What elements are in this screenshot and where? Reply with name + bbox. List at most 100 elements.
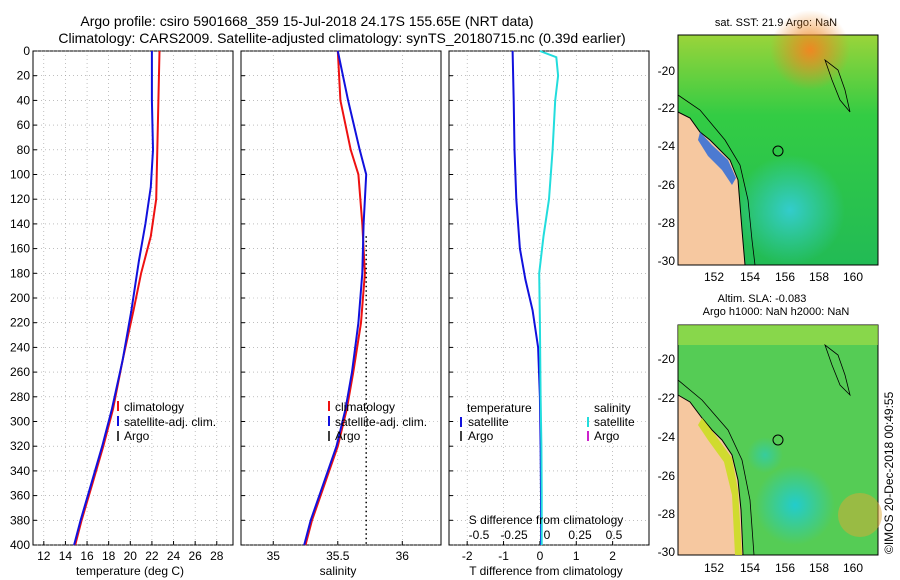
difference-panel: -2 -1 0 1 2 T difference from climatology S … bbox=[448, 50, 650, 578]
sal-legend-argo: Argo bbox=[335, 429, 361, 443]
salinity-xtick-1: 35.5 bbox=[326, 549, 350, 563]
diff-legend-s-argo: Argo bbox=[594, 429, 620, 443]
sst-argo-location bbox=[772, 145, 784, 157]
sla-lon-tick-4: 160 bbox=[843, 561, 863, 575]
temperature-series-satellite-adj-clim- bbox=[73, 51, 155, 546]
temperature-series-climatology bbox=[74, 50, 161, 546]
sst-lat-tick-1: -22 bbox=[658, 101, 676, 115]
depth-tick-6: 120 bbox=[10, 192, 30, 206]
salinity-panel: 35 35.5 36 salinity climatology satellite-… bbox=[240, 50, 442, 578]
sla-coastal-band bbox=[698, 418, 742, 555]
sst-lat-tick-4: -28 bbox=[658, 216, 676, 230]
diff-legend-t-argo: Argo bbox=[468, 429, 494, 443]
sst-lon-tick-4: 160 bbox=[843, 270, 863, 284]
sla-lat-tick-2: -24 bbox=[658, 430, 676, 444]
sla-map-title-line1: Altim. SLA: -0.083 bbox=[718, 293, 807, 305]
sla-warm-eddy bbox=[838, 493, 882, 537]
sla-reef-contour bbox=[824, 343, 851, 397]
sla-lon-tick-3: 158 bbox=[809, 561, 829, 575]
depth-tick-14: 280 bbox=[10, 390, 30, 404]
difference-xlabel-top: S difference from climatology bbox=[469, 513, 624, 527]
salinity-legend: climatology satellite-adj. clim. Argo bbox=[328, 400, 427, 443]
salinity-series-satellite-adj-clim- bbox=[303, 50, 368, 546]
difference-xtick-4: 2 bbox=[609, 549, 616, 563]
diff-legend-t-satellite: satellite bbox=[468, 415, 509, 429]
sla-lat-tick-5: -30 bbox=[658, 545, 676, 559]
difference-xtick-3: 1 bbox=[573, 549, 580, 563]
depth-tick-4: 80 bbox=[17, 143, 31, 157]
difference-top-tick-2: 0 bbox=[544, 528, 551, 542]
depth-tick-17: 340 bbox=[10, 464, 30, 478]
difference-xtick-1: -1 bbox=[498, 549, 509, 563]
sla-lon-tick-2: 156 bbox=[775, 561, 795, 575]
sla-lon-tick-1: 154 bbox=[740, 561, 760, 575]
depth-tick-1: 20 bbox=[17, 69, 31, 83]
temperature-xtick-1: 14 bbox=[59, 549, 73, 563]
sla-cool-eddy-2 bbox=[747, 437, 783, 473]
difference-top-tick-4: 0.5 bbox=[606, 528, 623, 542]
sst-cool-region bbox=[735, 155, 845, 265]
depth-tick-19: 380 bbox=[10, 513, 30, 527]
sst-lon-tick-3: 158 bbox=[809, 270, 829, 284]
sla-lat-tick-3: -26 bbox=[658, 469, 676, 483]
depth-tick-7: 140 bbox=[10, 217, 30, 231]
sal-legend-satellite: satellite-adj. clim. bbox=[335, 415, 427, 429]
temperature-xtick-3: 18 bbox=[102, 549, 116, 563]
difference-top-tick-0: -0.5 bbox=[469, 528, 490, 542]
temperature-xtick-6: 24 bbox=[167, 549, 181, 563]
sst-warm-region bbox=[770, 10, 850, 90]
difference-legend: temperature satellite Argo salinity sate… bbox=[460, 401, 635, 443]
sst-land bbox=[677, 111, 746, 266]
temperature-xtick-0: 12 bbox=[37, 549, 51, 563]
sla-argo-location bbox=[772, 434, 784, 446]
sst-lat-tick-3: -26 bbox=[658, 178, 676, 192]
difference-xtick-2: 0 bbox=[537, 549, 544, 563]
temperature-xtick-2: 16 bbox=[80, 549, 94, 563]
temperature-xtick-7: 26 bbox=[188, 549, 202, 563]
temp-legend-satellite: satellite-adj. clim. bbox=[124, 415, 216, 429]
temperature-xtick-8: 28 bbox=[210, 549, 224, 563]
depth-tick-13: 260 bbox=[10, 365, 30, 379]
sst-lon-tick-0: 152 bbox=[704, 270, 724, 284]
sst-shelf-contour bbox=[677, 94, 756, 266]
sla-map: Altim. SLA: -0.083 Argo h1000: NaN h2000… bbox=[658, 293, 882, 575]
sst-lat-tick-5: -30 bbox=[658, 254, 676, 268]
sst-coastal-cool bbox=[698, 132, 736, 185]
depth-tick-18: 360 bbox=[10, 489, 30, 503]
salinity-xlabel: salinity bbox=[320, 564, 357, 578]
depth-tick-15: 300 bbox=[10, 415, 30, 429]
depth-tick-2: 40 bbox=[17, 93, 31, 107]
difference-xtick-0: -2 bbox=[462, 549, 473, 563]
temp-legend-climatology: climatology bbox=[124, 400, 184, 414]
salinity-xtick-0: 35 bbox=[267, 549, 281, 563]
salinity-xtick-2: 36 bbox=[396, 549, 410, 563]
sla-shelf-contour bbox=[677, 379, 755, 556]
sst-lon-tick-1: 154 bbox=[740, 270, 760, 284]
depth-tick-9: 180 bbox=[10, 266, 30, 280]
temperature-panel: 0 20 40 60 80 100 120 140 160 180 200 220 240 260 280 3… bbox=[10, 44, 234, 578]
temperature-xtick-5: 22 bbox=[145, 549, 159, 563]
depth-tick-5: 100 bbox=[10, 168, 30, 182]
depth-tick-16: 320 bbox=[10, 439, 30, 453]
depth-tick-3: 60 bbox=[17, 118, 31, 132]
sst-lat-tick-0: -20 bbox=[658, 64, 676, 78]
sla-map-title-line2: Argo h1000: NaN h2000: NaN bbox=[703, 306, 850, 318]
temperature-xlabel: temperature (deg C) bbox=[76, 564, 184, 578]
temp-legend-argo: Argo bbox=[124, 429, 150, 443]
sla-lon-tick-0: 152 bbox=[704, 561, 724, 575]
diff-legend-temperature-title: temperature bbox=[467, 401, 532, 415]
diff-legend-s-satellite: satellite bbox=[594, 415, 635, 429]
imos-watermark: ©IMOS 20-Dec-2018 00:49:55 bbox=[882, 391, 896, 554]
depth-tick-0: 0 bbox=[23, 44, 30, 58]
diff-legend-salinity-title: salinity bbox=[594, 401, 631, 415]
sla-lat-tick-1: -22 bbox=[658, 391, 676, 405]
figure-title-line2: Climatology: CARS2009. Satellite-adjuste… bbox=[58, 30, 625, 46]
difference-series-s-satellite bbox=[538, 50, 560, 545]
sla-yellow-band bbox=[678, 325, 878, 345]
temperature-xtick-4: 20 bbox=[124, 549, 138, 563]
temperature-legend: climatology satellite-adj. clim. Argo bbox=[117, 400, 216, 443]
sla-land bbox=[677, 394, 744, 556]
difference-xlabel: T difference from climatology bbox=[469, 564, 623, 578]
difference-top-tick-3: 0.25 bbox=[568, 528, 592, 542]
